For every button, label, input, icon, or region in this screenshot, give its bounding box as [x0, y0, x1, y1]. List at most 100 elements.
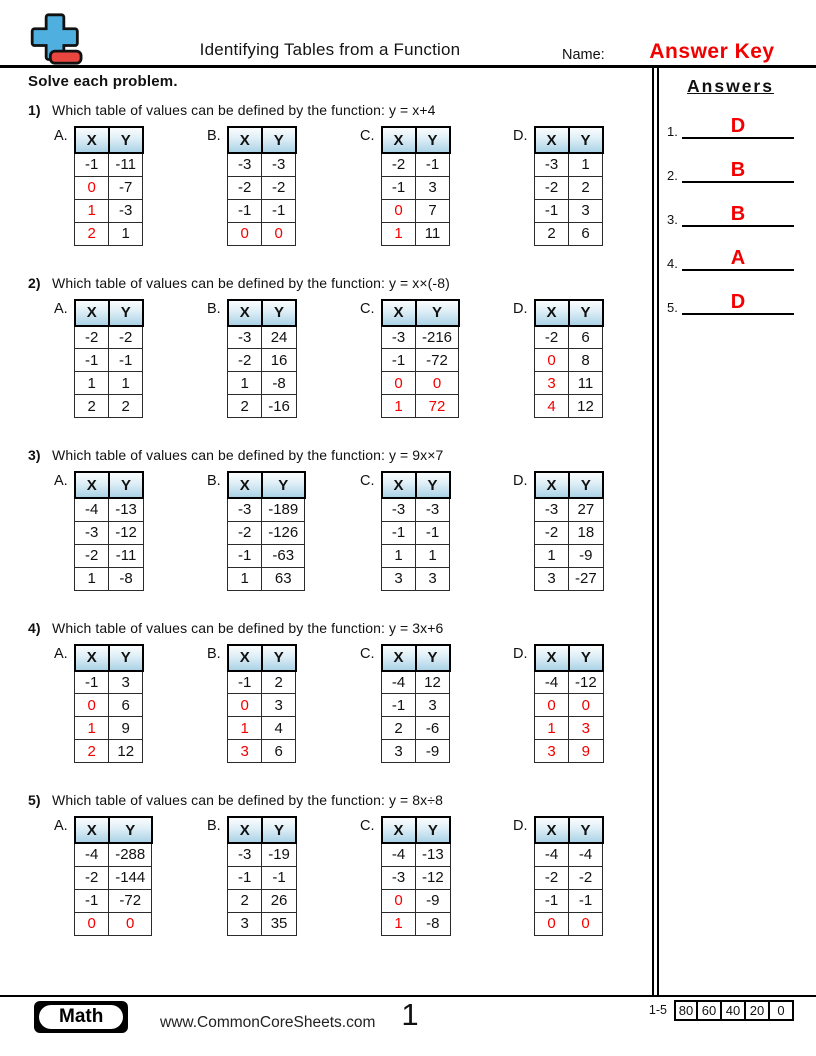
y-value: -216 [414, 325, 460, 349]
vertical-divider [652, 68, 659, 995]
y-value: 35 [261, 911, 297, 936]
column-header-x: X [533, 298, 570, 327]
option-label: D. [513, 645, 528, 662]
y-value: 24 [261, 325, 297, 349]
table-header-row: X Y [533, 126, 604, 154]
y-value: 6 [568, 221, 603, 246]
option-label: D. [513, 473, 528, 489]
x-value: -2 [74, 543, 110, 568]
y-value: -126 [261, 520, 306, 545]
xy-table: X Y -3 -3 -2 -2 -1 -1 0 0 [226, 126, 297, 246]
table-row: -4 -288 [74, 842, 153, 867]
score-cell: 0 [770, 1000, 794, 1021]
score-cell: 40 [722, 1000, 746, 1021]
column-header-y: Y [260, 298, 298, 327]
column-header-y: Y [567, 126, 604, 154]
option-label: A. [54, 300, 68, 317]
x-value: 2 [74, 394, 110, 418]
answer-option: A. X Y -4 -288 -2 -144 -1 -72 0 0 [54, 816, 207, 936]
table-row: 1 1 [74, 371, 144, 395]
answer-option: B. X Y -3 -19 -1 -1 2 26 3 35 [207, 816, 360, 936]
y-value: 27 [568, 497, 604, 522]
column-header-y: Y [567, 643, 605, 672]
y-value: 4 [261, 716, 297, 740]
xy-table: X Y -2 -2 -1 -1 1 1 2 2 [73, 298, 144, 418]
table-row: 1 -3 [74, 198, 144, 223]
y-value: 1 [415, 543, 450, 568]
table-row: -4 -12 [534, 670, 604, 694]
y-value: 16 [261, 348, 297, 372]
y-value: 11 [415, 221, 450, 246]
answer-letter: D [730, 115, 746, 137]
problem-number: 2) [28, 274, 41, 291]
y-value: -9 [415, 739, 450, 763]
x-value: -3 [381, 497, 416, 522]
table-row: -2 18 [534, 520, 604, 545]
table-row: 3 -9 [381, 739, 450, 763]
column-header-y: Y [260, 471, 306, 499]
column-header-y: Y [260, 816, 298, 844]
y-value: -2 [108, 325, 144, 349]
y-value: 6 [568, 325, 603, 349]
table-row: -4 -13 [381, 842, 451, 867]
problem: 2) Which table of values can be defined b… [28, 274, 652, 418]
column-header-y: Y [414, 298, 460, 327]
x-value: -2 [227, 348, 263, 372]
table-row: 1 1 [381, 543, 450, 568]
answer-option: D. X Y -2 6 0 8 3 11 4 12 [513, 298, 666, 418]
problem-number: 3) [28, 447, 41, 463]
table-header-row: X Y [533, 816, 604, 844]
table-row: -1 -72 [74, 888, 153, 913]
x-value: 1 [74, 198, 110, 223]
x-value: -2 [74, 865, 110, 890]
answer-number: 1. [667, 124, 678, 139]
table-header-row: X Y [380, 643, 451, 672]
xy-table: X Y -3 27 -2 18 1 -9 3 -27 [533, 471, 605, 591]
answer-option: B. X Y -1 2 0 3 1 4 3 6 [207, 643, 360, 763]
y-value: -1 [261, 198, 297, 223]
answer-option: C. X Y -4 -13 -3 -12 0 -9 1 -8 [360, 816, 513, 936]
x-value: 2 [227, 888, 263, 913]
table-row: -4 12 [381, 670, 450, 694]
table-row: 3 -27 [534, 566, 604, 591]
option-label: C. [360, 818, 375, 834]
y-value: 0 [261, 221, 297, 246]
table-row: 0 0 [534, 911, 603, 936]
x-value: -4 [74, 497, 110, 522]
table-row: 1 4 [227, 716, 297, 740]
table-row: -1 -1 [227, 865, 297, 890]
y-value: 2 [108, 394, 144, 418]
options-row: A. X Y -4 -288 -2 -144 -1 -72 0 0 B. X [54, 816, 652, 936]
table-row: 0 -7 [74, 175, 144, 200]
y-value: -12 [568, 670, 604, 694]
table-row: -2 -1 [381, 152, 450, 177]
page-header: Identifying Tables from a Function Name:… [0, 0, 816, 68]
table-header-row: X Y [73, 816, 153, 844]
y-value: -13 [108, 497, 144, 522]
x-value: -2 [534, 325, 569, 349]
x-value: -3 [381, 325, 416, 349]
column-header-y: Y [107, 471, 145, 499]
x-value: -3 [74, 520, 110, 545]
problem-number: 5) [28, 792, 41, 808]
table-row: -4 -13 [74, 497, 144, 522]
xy-table: X Y -4 -288 -2 -144 -1 -72 0 0 [73, 816, 153, 936]
site-url: www.CommonCoreSheets.com [160, 1014, 376, 1031]
problem-question: Which table of values can be defined by … [52, 102, 436, 118]
y-value: 12 [108, 739, 144, 763]
x-value: -3 [227, 152, 263, 177]
answer-number: 2. [667, 168, 678, 183]
x-value: -1 [74, 152, 110, 177]
x-value: 1 [534, 543, 569, 568]
x-value: 0 [534, 693, 569, 717]
xy-table: X Y -3 1 -2 2 -1 3 2 6 [533, 126, 604, 246]
y-value: -12 [415, 865, 451, 890]
problem: 4) Which table of values can be defined b… [28, 620, 652, 763]
table-row: -3 1 [534, 152, 603, 177]
column-header-x: X [73, 471, 110, 499]
x-value: -1 [534, 888, 569, 913]
x-value: -2 [227, 520, 263, 545]
y-value: -2 [261, 175, 297, 200]
option-label: C. [360, 645, 375, 662]
x-value: -3 [534, 497, 569, 522]
